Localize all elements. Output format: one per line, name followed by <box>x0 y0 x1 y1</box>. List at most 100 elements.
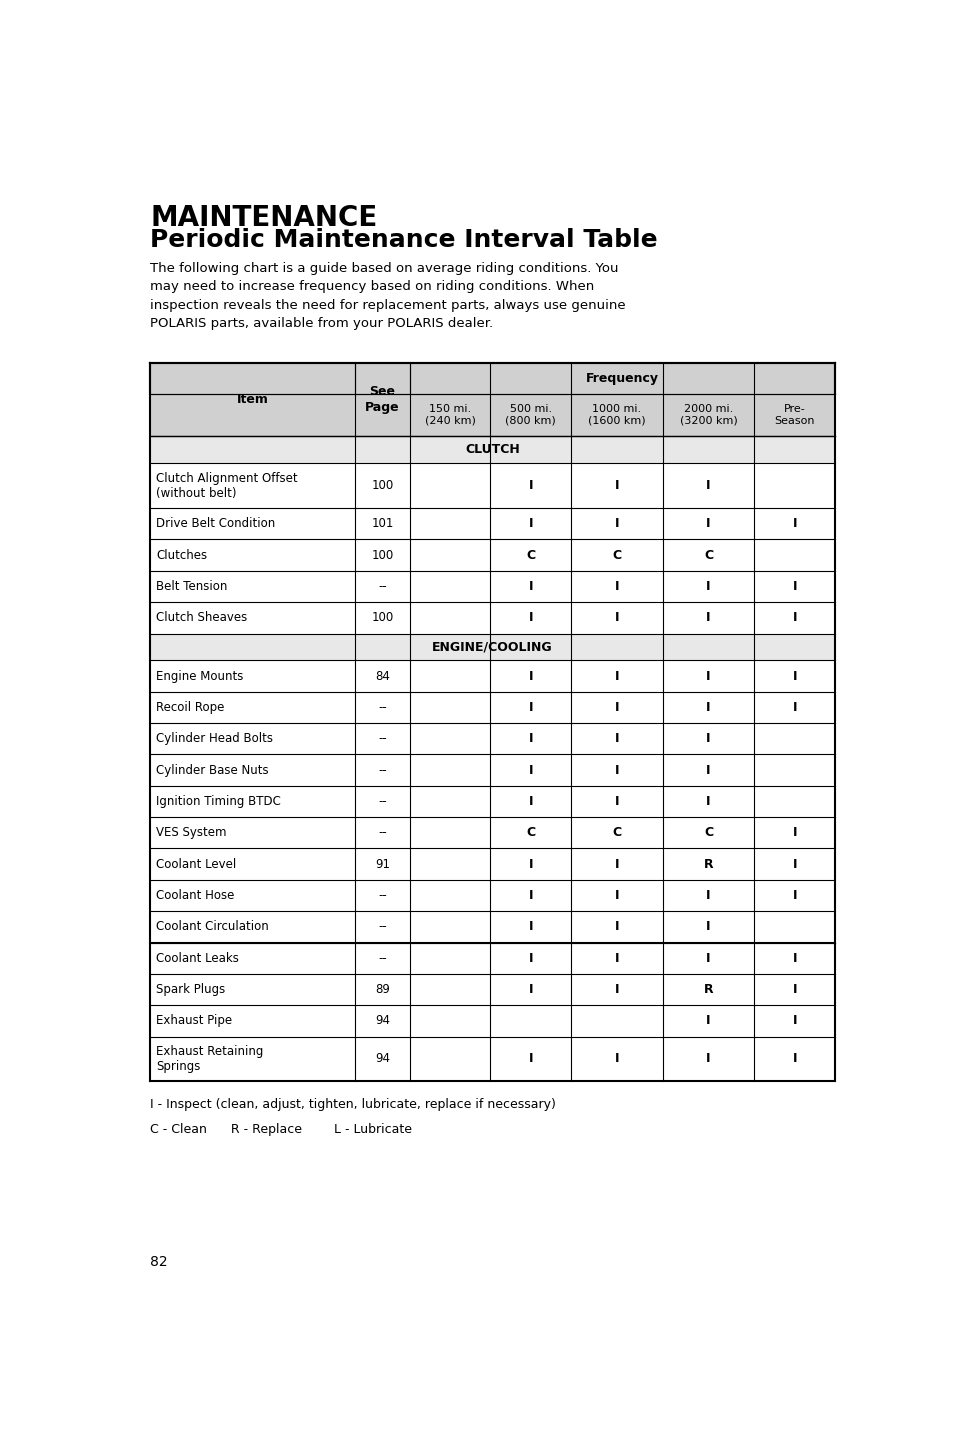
Text: 84: 84 <box>375 669 390 682</box>
Text: C: C <box>612 548 620 561</box>
Text: I: I <box>792 701 796 714</box>
Text: I: I <box>528 920 533 933</box>
Text: I: I <box>528 983 533 996</box>
Text: --: -- <box>377 733 387 746</box>
Text: I: I <box>792 611 796 624</box>
Text: I: I <box>614 983 618 996</box>
Text: 100: 100 <box>371 480 394 493</box>
Text: Coolant Circulation: Coolant Circulation <box>156 920 269 933</box>
Text: 89: 89 <box>375 983 390 996</box>
Text: I: I <box>528 858 533 871</box>
Text: See
Page: See Page <box>365 385 399 414</box>
Text: I - Inspect (clean, adjust, tighten, lubricate, replace if necessary): I - Inspect (clean, adjust, tighten, lub… <box>151 1098 556 1111</box>
Text: Exhaust Retaining
Springs: Exhaust Retaining Springs <box>156 1045 263 1073</box>
Text: I: I <box>792 826 796 839</box>
Text: 100: 100 <box>371 548 394 561</box>
Text: I: I <box>792 888 796 901</box>
Text: C: C <box>703 548 712 561</box>
Text: C: C <box>525 548 535 561</box>
Text: --: -- <box>377 952 387 964</box>
Text: I: I <box>705 480 710 493</box>
Text: Clutches: Clutches <box>156 548 207 561</box>
Text: I: I <box>614 611 618 624</box>
Text: I: I <box>792 952 796 964</box>
Text: VES System: VES System <box>156 826 227 839</box>
Text: Periodic Maintenance Interval Table: Periodic Maintenance Interval Table <box>151 228 658 252</box>
Text: Clutch Sheaves: Clutch Sheaves <box>156 611 247 624</box>
Text: I: I <box>614 580 618 593</box>
Text: I: I <box>614 669 618 682</box>
Text: Drive Belt Condition: Drive Belt Condition <box>156 518 275 531</box>
Text: C: C <box>612 826 620 839</box>
Text: --: -- <box>377 580 387 593</box>
Text: 1000 mi.
(1600 km): 1000 mi. (1600 km) <box>587 404 645 426</box>
Text: C: C <box>703 826 712 839</box>
Text: I: I <box>614 920 618 933</box>
Text: Cylinder Head Bolts: Cylinder Head Bolts <box>156 733 273 746</box>
Text: MAINTENANCE: MAINTENANCE <box>151 204 377 231</box>
Bar <box>151 362 834 394</box>
Text: I: I <box>614 701 618 714</box>
Text: R: R <box>703 983 713 996</box>
Bar <box>151 436 834 464</box>
Text: I: I <box>705 952 710 964</box>
Text: 101: 101 <box>371 518 394 531</box>
Text: 94: 94 <box>375 1015 390 1028</box>
Text: Spark Plugs: Spark Plugs <box>156 983 225 996</box>
Text: I: I <box>614 763 618 776</box>
Text: I: I <box>528 795 533 808</box>
Text: Engine Mounts: Engine Mounts <box>156 669 243 682</box>
Text: I: I <box>705 763 710 776</box>
Text: I: I <box>705 518 710 531</box>
Text: Coolant Hose: Coolant Hose <box>156 888 234 901</box>
Bar <box>151 394 834 436</box>
Text: I: I <box>792 580 796 593</box>
Text: I: I <box>792 669 796 682</box>
Text: I: I <box>528 580 533 593</box>
Text: 94: 94 <box>375 1053 390 1066</box>
Text: Ignition Timing BTDC: Ignition Timing BTDC <box>156 795 281 808</box>
Text: Coolant Leaks: Coolant Leaks <box>156 952 239 964</box>
Text: 82: 82 <box>151 1255 168 1269</box>
Bar <box>151 634 834 660</box>
Text: I: I <box>528 952 533 964</box>
Text: I: I <box>528 669 533 682</box>
Text: --: -- <box>377 888 387 901</box>
Text: I: I <box>528 763 533 776</box>
Text: I: I <box>614 733 618 746</box>
Text: I: I <box>614 480 618 493</box>
Text: I: I <box>705 795 710 808</box>
Text: --: -- <box>377 795 387 808</box>
Text: --: -- <box>377 920 387 933</box>
Text: I: I <box>614 858 618 871</box>
Text: Cylinder Base Nuts: Cylinder Base Nuts <box>156 763 269 776</box>
Text: I: I <box>528 701 533 714</box>
Text: Item: Item <box>236 393 269 406</box>
Text: I: I <box>792 983 796 996</box>
Text: I: I <box>705 733 710 746</box>
Text: I: I <box>528 888 533 901</box>
Text: I: I <box>705 580 710 593</box>
Bar <box>151 362 834 1082</box>
Text: I: I <box>528 518 533 531</box>
Text: 2000 mi.
(3200 km): 2000 mi. (3200 km) <box>679 404 737 426</box>
Text: I: I <box>528 480 533 493</box>
Text: I: I <box>528 611 533 624</box>
Text: --: -- <box>377 701 387 714</box>
Text: I: I <box>792 858 796 871</box>
Text: I: I <box>614 1053 618 1066</box>
Text: I: I <box>614 795 618 808</box>
Text: Recoil Rope: Recoil Rope <box>156 701 224 714</box>
Text: I: I <box>705 611 710 624</box>
Text: I: I <box>705 1053 710 1066</box>
Text: I: I <box>705 920 710 933</box>
Text: C: C <box>525 826 535 839</box>
Text: Coolant Level: Coolant Level <box>156 858 236 871</box>
Text: I: I <box>792 518 796 531</box>
Text: --: -- <box>377 826 387 839</box>
Text: I: I <box>614 888 618 901</box>
Text: Clutch Alignment Offset
(without belt): Clutch Alignment Offset (without belt) <box>156 471 297 500</box>
Text: ENGINE/COOLING: ENGINE/COOLING <box>432 640 553 653</box>
Text: I: I <box>705 1015 710 1028</box>
Text: R: R <box>703 858 713 871</box>
